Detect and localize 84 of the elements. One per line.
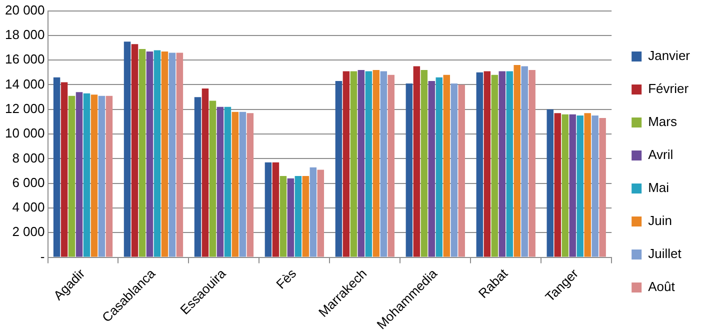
y-tick-label: -: [40, 248, 45, 264]
bar: [450, 84, 458, 257]
bar: [428, 81, 436, 257]
y-tick-label: 14 000: [4, 76, 45, 92]
bar: [246, 113, 254, 257]
bar: [53, 77, 60, 257]
bar: [131, 44, 138, 257]
bar: [592, 116, 598, 257]
y-tick-label: 16 000: [4, 52, 45, 67]
bar: [342, 71, 350, 257]
bar: [224, 106, 232, 257]
bar: [232, 112, 239, 257]
bar: [358, 70, 365, 257]
bar: [138, 49, 146, 257]
bar: [506, 71, 513, 257]
bar: [194, 97, 202, 257]
bar: [60, 82, 68, 257]
bar: [168, 52, 176, 257]
bar: [476, 72, 484, 257]
bar: [380, 71, 388, 257]
bar: [272, 162, 280, 257]
bar: [576, 116, 584, 257]
bar: [406, 84, 413, 257]
bar: [458, 84, 465, 257]
bar: [372, 70, 380, 257]
bar: [420, 70, 428, 257]
bar: [521, 66, 528, 257]
bar: [209, 100, 216, 257]
bar: [106, 96, 113, 257]
bar: [484, 71, 491, 257]
bar: [161, 51, 168, 257]
bar: [294, 176, 302, 257]
legend-label: Mars: [648, 114, 678, 130]
bar: [514, 65, 520, 257]
bar: [216, 106, 224, 257]
legend-label: Janvier: [648, 48, 691, 64]
bar: [310, 167, 317, 257]
bar: [599, 118, 606, 257]
bar: [124, 42, 131, 257]
legend-label: Août: [648, 279, 676, 294]
bar: [287, 178, 294, 257]
bar: [436, 77, 443, 257]
bar: [302, 176, 310, 257]
legend-label: Juillet: [648, 246, 682, 262]
bar: [498, 71, 506, 257]
y-tick-label: 2 000: [12, 224, 45, 240]
bar: [365, 71, 372, 257]
y-tick-label: 6 000: [12, 174, 45, 190]
bar: [546, 109, 554, 257]
y-tick-label: 12 000: [4, 100, 45, 116]
bar: [76, 92, 83, 257]
bar: [239, 112, 246, 257]
bar: [264, 162, 272, 257]
y-tick-label: 4 000: [12, 200, 45, 215]
legend-label: Février: [648, 81, 690, 96]
bar: [350, 71, 358, 257]
bar: [83, 93, 90, 257]
bar: [443, 74, 450, 257]
x-tick-label: Fès: [273, 265, 300, 292]
y-tick-label: 8 000: [12, 150, 45, 166]
bar: [98, 96, 106, 257]
y-tick-label: 18 000: [4, 27, 45, 42]
bar: [413, 66, 420, 257]
bar: [491, 74, 498, 257]
bar: [90, 94, 98, 257]
bar: [154, 50, 161, 257]
legend-label: Avril: [648, 147, 674, 162]
bar: [335, 81, 342, 257]
bar: [280, 176, 287, 257]
bar: [146, 51, 154, 257]
bar: [554, 113, 561, 257]
bar: [584, 113, 591, 257]
y-tick-label: 20 000: [4, 2, 45, 18]
bar: [569, 114, 576, 257]
bar: [68, 96, 76, 257]
bar: [317, 170, 324, 257]
bar: [528, 70, 536, 257]
legend-label: Mai: [648, 180, 670, 196]
legend-label: Juin: [648, 213, 672, 228]
bar: [176, 52, 184, 257]
bar: [202, 88, 209, 257]
y-tick-label: 10 000: [4, 126, 45, 141]
bar: [388, 74, 394, 257]
bar: [562, 114, 568, 257]
